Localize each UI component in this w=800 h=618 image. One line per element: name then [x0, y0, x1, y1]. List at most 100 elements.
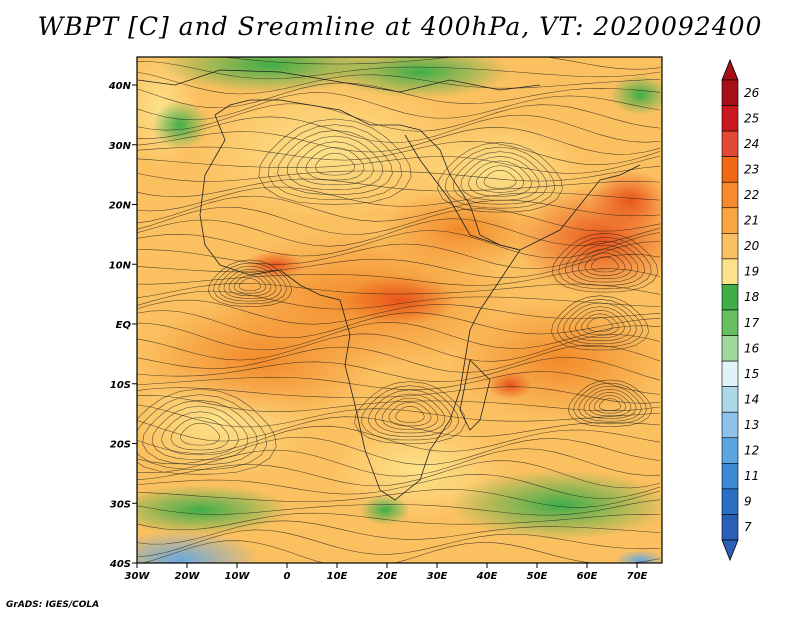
streamline — [296, 141, 374, 186]
streamline — [137, 206, 661, 235]
streamline — [137, 290, 661, 310]
streamline — [137, 71, 661, 95]
streamline — [137, 178, 661, 198]
streamline — [483, 170, 517, 189]
streamline — [475, 165, 525, 193]
streamline — [286, 135, 384, 190]
streamline — [137, 230, 661, 259]
streamline — [305, 147, 365, 181]
colorbar-label: 12 — [744, 444, 759, 458]
colorbar-label: 21 — [744, 214, 759, 228]
longitude-axis: 30W 20W 10W 0 10E 20E 30E 40E 50E 60E 70E — [125, 563, 648, 582]
lon-tick-label: 70E — [627, 571, 648, 582]
streamline — [445, 146, 555, 209]
streamline — [137, 310, 661, 339]
streamline — [137, 499, 661, 516]
streamline — [593, 395, 627, 414]
colorbar-bottom-arrow — [721, 539, 739, 562]
streamline — [137, 218, 661, 247]
colorbar-label: 11 — [744, 469, 759, 483]
lon-tick-label: 40E — [476, 571, 498, 582]
streamline — [137, 114, 661, 143]
coastlines — [137, 69, 641, 501]
colorbar-label: 7 — [744, 520, 752, 534]
colorbar-segment — [721, 463, 739, 490]
colorbar-label: 22 — [744, 188, 759, 202]
streamline — [591, 256, 619, 273]
streamline — [258, 118, 412, 205]
streamline — [137, 61, 661, 80]
streamline — [277, 130, 393, 195]
lon-tick-label: 20W — [175, 571, 201, 582]
streamline — [223, 268, 277, 299]
colorbar-label: 18 — [744, 290, 760, 304]
streamline — [137, 155, 661, 174]
streamline — [137, 436, 661, 465]
streamline — [137, 165, 661, 182]
streamline — [137, 386, 661, 404]
streamline — [137, 460, 661, 489]
streamline — [581, 313, 619, 335]
streamline — [137, 254, 661, 278]
colorbar-segment — [721, 105, 739, 132]
colorbar-segment — [721, 386, 739, 413]
streamline — [137, 394, 661, 412]
streamline — [137, 404, 661, 428]
colorbar-top-arrow — [721, 58, 739, 81]
streamline — [233, 275, 267, 294]
streamline — [565, 240, 645, 286]
colorbar-segment — [721, 258, 739, 285]
plot-frame — [136, 56, 663, 564]
streamline — [137, 425, 661, 454]
colorbar-label: 25 — [744, 111, 759, 125]
streamline — [218, 265, 282, 302]
streamline — [573, 382, 647, 425]
streamline — [208, 259, 292, 307]
streamline — [315, 152, 355, 176]
lon-tick-label: 10W — [225, 571, 251, 582]
colorbar-segment — [721, 335, 739, 362]
wbpt-field — [137, 57, 662, 563]
colorbar-segment — [721, 488, 739, 515]
streamline — [137, 416, 661, 442]
streamline — [388, 401, 432, 427]
streamline — [460, 156, 540, 201]
colorbar-label: 17 — [744, 316, 760, 330]
colorbar-segment — [721, 181, 739, 209]
streamline — [137, 388, 277, 475]
streamline — [228, 272, 272, 297]
streamline — [583, 388, 637, 419]
lon-tick-label: 50E — [527, 571, 548, 582]
lon-tick-label: 0 — [284, 571, 291, 582]
streamline — [452, 151, 548, 205]
lat-tick-label: 10N — [109, 260, 132, 271]
colorbar-segment — [721, 360, 739, 387]
streamline — [584, 252, 626, 276]
colorbar-label: 20 — [744, 239, 760, 253]
streamline — [137, 489, 661, 508]
colorbar: 26 25 24 23 22 21 20 19 18 17 16 15 14 13 12 11 9 7 — [721, 58, 760, 562]
streamline — [137, 241, 661, 269]
colorbar-label: 26 — [744, 86, 760, 100]
streamline — [239, 278, 261, 291]
streamline — [161, 411, 239, 456]
lat-tick-label: 10S — [110, 380, 131, 391]
streamline — [381, 397, 439, 430]
lat-tick-label: EQ — [116, 320, 132, 331]
colorbar-label: 9 — [744, 495, 752, 509]
streamline — [571, 244, 639, 283]
streamline — [578, 248, 632, 279]
streamline — [142, 400, 258, 465]
streamline — [569, 306, 631, 341]
streamline — [361, 385, 459, 441]
streamline — [180, 422, 220, 446]
streamline — [468, 160, 532, 197]
streamline — [137, 82, 661, 108]
colorbar-segment — [721, 437, 739, 464]
lat-tick-label: 20S — [110, 440, 131, 451]
streamline — [552, 232, 658, 293]
streamline — [137, 333, 661, 362]
lat-tick-label: 40S — [109, 559, 131, 570]
streamline — [220, 57, 661, 70]
